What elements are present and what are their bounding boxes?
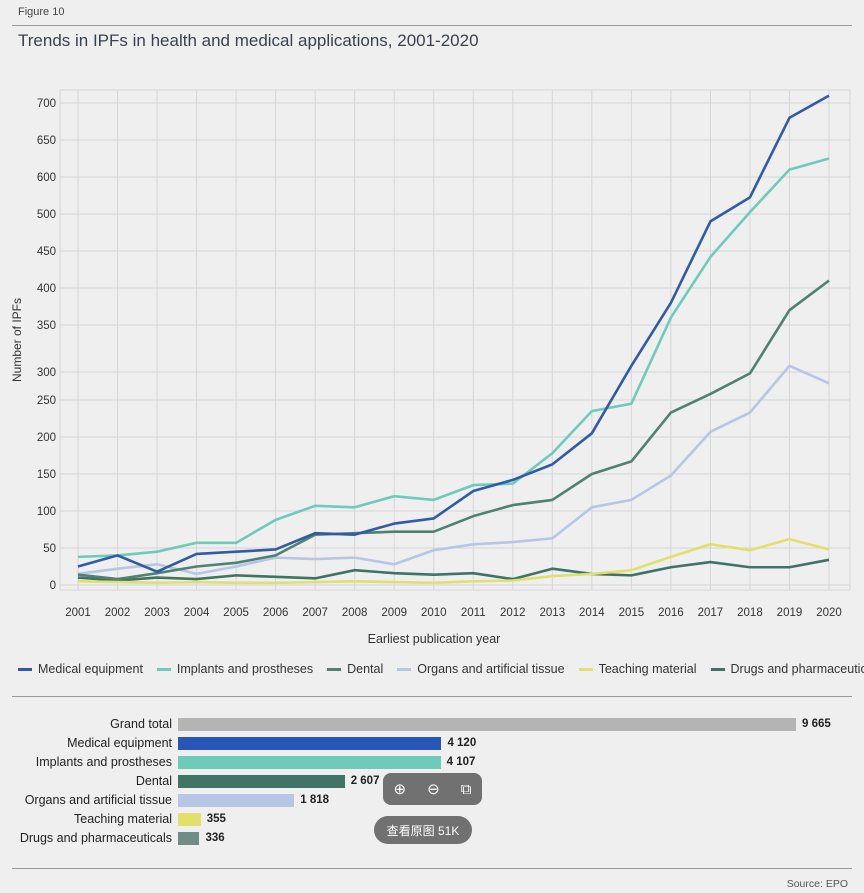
chart-title: Trends in IPFs in health and medical app… <box>18 31 479 50</box>
bar-category-label: Teaching material <box>74 812 172 826</box>
chart-legend: Medical equipment Implants and prostheses… <box>18 662 864 676</box>
legend-entry: Implants and prostheses <box>156 662 314 676</box>
legend-entry: Organs and artificial tissue <box>397 662 565 676</box>
bar-category-label: Organs and artificial tissue <box>24 793 172 807</box>
y-tick-label: 100 <box>37 506 56 518</box>
legend-swatch <box>156 667 171 671</box>
legend-entry: Drugs and pharmaceuticals <box>710 662 864 676</box>
y-tick-label: 650 <box>37 135 56 147</box>
y-tick-label: 300 <box>37 367 56 379</box>
legend-swatch <box>710 667 725 671</box>
x-tick-label: 2015 <box>619 607 645 619</box>
legend-swatch <box>327 667 342 671</box>
line-chart: 050100150200250300350400450500600650700 … <box>10 89 851 646</box>
x-tick-label: 2014 <box>579 607 605 619</box>
legend-label: Dental <box>347 662 384 676</box>
view-original-button[interactable]: 查看原图 51K <box>374 816 472 844</box>
legend-entry: Medical equipment <box>18 662 143 676</box>
y-tick-label: 700 <box>37 98 56 110</box>
bar <box>178 737 442 750</box>
bar-value-label: 4 120 <box>447 737 477 749</box>
legend-label: Medical equipment <box>38 662 143 676</box>
x-tick-label: 2003 <box>144 607 170 619</box>
source-note: Source: EPO <box>786 878 848 890</box>
x-tick-label: 2008 <box>342 607 368 619</box>
y-tick-label: 200 <box>37 432 56 444</box>
bar-value-label: 9 665 <box>802 718 831 730</box>
legend-label: Organs and artificial tissue <box>417 662 565 676</box>
bar-value-label: 336 <box>205 832 225 844</box>
x-tick-label: 2010 <box>421 607 447 619</box>
bar-value-label: 1 818 <box>300 794 330 806</box>
y-tick-label: 0 <box>50 580 56 592</box>
bar <box>178 756 441 769</box>
legend-label: Implants and prostheses <box>176 662 314 676</box>
y-tick-label: 50 <box>43 543 56 555</box>
x-tick-label: 2001 <box>65 607 91 619</box>
x-tick-label: 2019 <box>777 607 803 619</box>
bar <box>178 832 200 845</box>
bar <box>178 775 345 788</box>
top-divider <box>12 25 852 26</box>
series-line-implants-and-prostheses <box>77 157 830 559</box>
y-tick-label: 350 <box>37 320 56 332</box>
bar-category-label: Drugs and pharmaceuticals <box>19 831 172 845</box>
x-tick-label: 2018 <box>737 607 763 619</box>
bar-value-label: 2 607 <box>350 775 380 787</box>
legend-swatch <box>18 667 32 671</box>
plot-frame <box>59 89 851 591</box>
y-axis-label: Number of IPFs <box>10 298 24 382</box>
series-line-organs-and-artificial-tissue <box>77 364 830 576</box>
y-tick-label: 400 <box>37 283 56 295</box>
x-tick-label: 2020 <box>816 607 842 619</box>
series-line-dental <box>77 279 830 581</box>
fit-screen-icon[interactable]: ⧉ <box>460 780 472 798</box>
bar-category-label: Grand total <box>110 717 172 731</box>
zoom-in-icon[interactable]: ⊕ <box>393 780 407 798</box>
legend-label: Teaching material <box>598 662 697 676</box>
bar-category-label: Implants and prostheses <box>35 755 172 769</box>
series-line-drugs-and-pharmaceuticals <box>77 558 830 582</box>
legend-entry: Dental <box>327 662 383 676</box>
x-tick-label: 2005 <box>223 607 249 619</box>
x-tick-label: 2012 <box>500 607 526 619</box>
bar-category-label: Dental <box>135 774 172 788</box>
bar <box>178 794 295 807</box>
y-tick-label: 150 <box>37 469 56 481</box>
legend-label: Drugs and pharmaceuticals <box>730 662 864 676</box>
y-tick-label: 500 <box>37 209 56 221</box>
bar <box>178 813 201 826</box>
series-line-teaching-material <box>77 537 830 585</box>
x-tick-label: 2004 <box>184 607 210 619</box>
legend-entry: Teaching material <box>578 662 697 676</box>
middle-divider <box>12 696 852 697</box>
series-lines <box>77 94 830 585</box>
y-tick-labels: 0 50 100 150 200 250 300 350 400 450 500 600 650 700 <box>37 98 56 592</box>
zoom-out-icon[interactable]: ⊖ <box>427 780 440 798</box>
x-tick-label: 2016 <box>658 607 684 619</box>
bar-category-label: Medical equipment <box>67 736 172 750</box>
x-tick-label: 2002 <box>105 607 131 619</box>
figure-label: Figure 10 <box>18 6 65 18</box>
y-tick-label: 450 <box>37 246 56 258</box>
grid-lines <box>59 89 851 591</box>
x-tick-label: 2017 <box>698 607 724 619</box>
x-axis-label: Earliest publication year <box>368 632 501 646</box>
y-tick-label: 250 <box>37 395 56 407</box>
bar-value-label: 4 107 <box>446 756 476 768</box>
bar-value-label: 355 <box>206 813 226 825</box>
x-tick-label: 2006 <box>263 607 289 619</box>
x-tick-label: 2009 <box>381 607 407 619</box>
legend-swatch <box>397 667 412 671</box>
bar <box>178 718 796 731</box>
image-toolbar: ⊕ ⊖ ⧉ <box>383 773 482 805</box>
series-line-medical-equipment <box>77 94 830 573</box>
x-tick-label: 2011 <box>461 607 486 619</box>
bottom-divider <box>12 868 852 869</box>
legend-swatch <box>578 667 593 671</box>
x-tick-label: 2013 <box>540 607 566 619</box>
x-tick-label: 2007 <box>302 607 328 619</box>
x-tick-labels: 2001 2002 2003 2004 2005 2006 2007 2008 2009 2010… <box>65 607 842 619</box>
y-tick-label: 600 <box>37 172 56 184</box>
